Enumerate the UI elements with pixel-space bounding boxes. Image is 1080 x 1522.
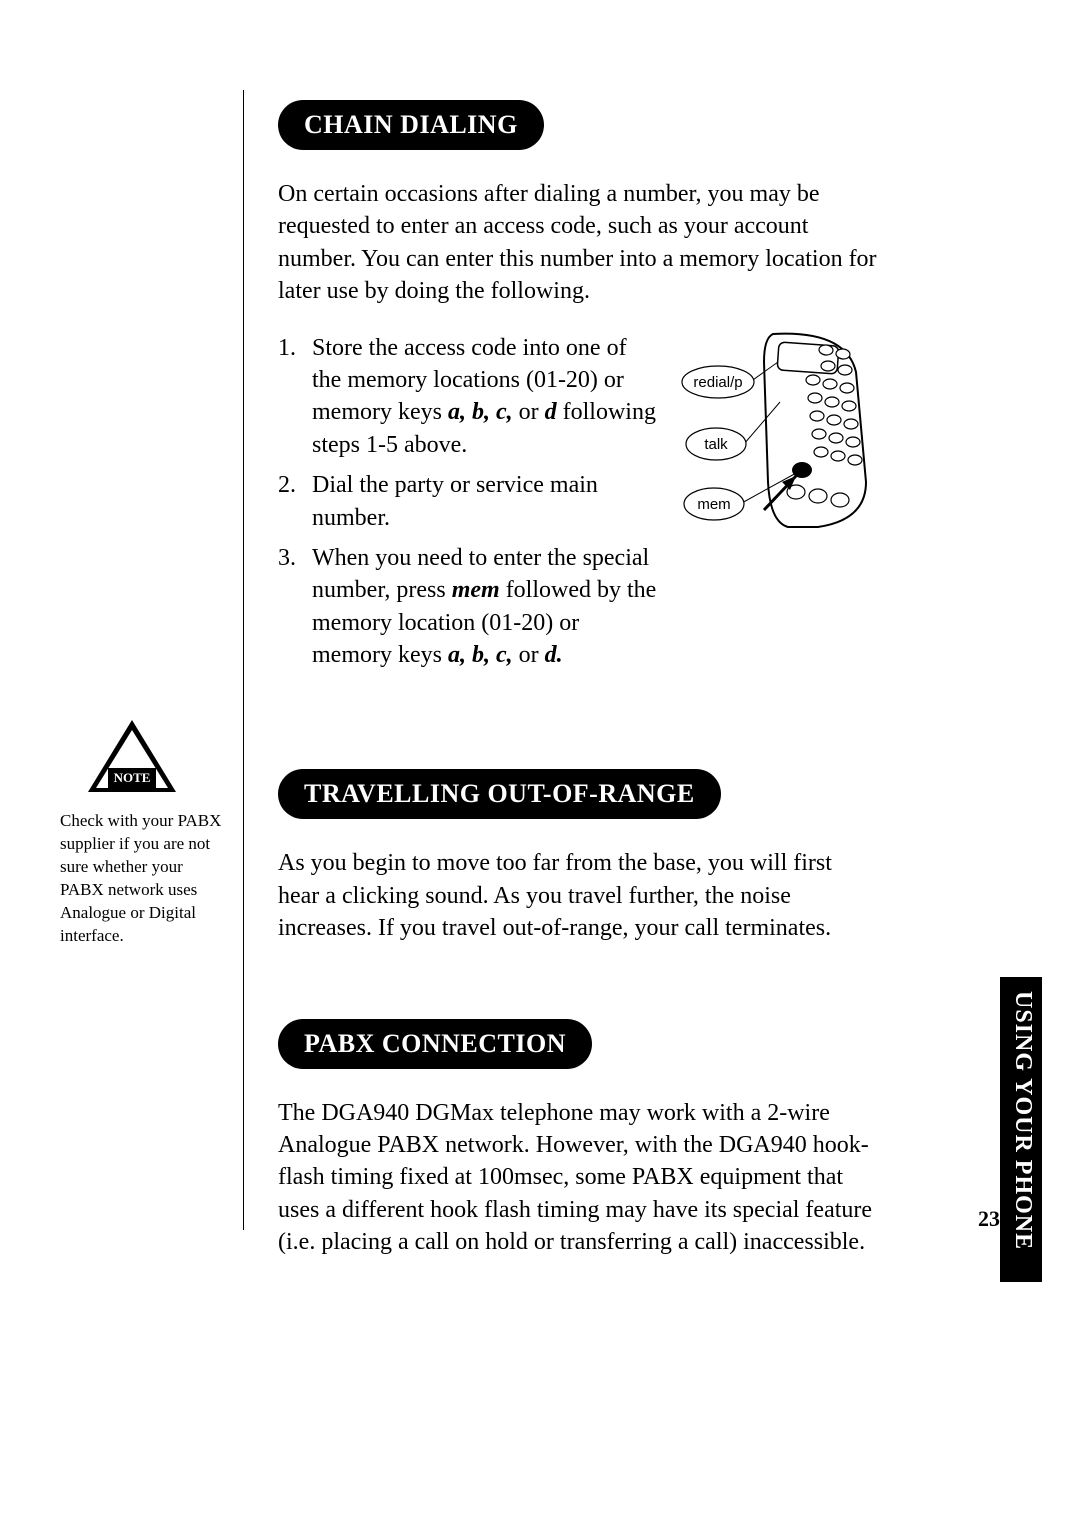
steps-list: 1. Store the access code into one of the… xyxy=(278,332,658,672)
note-triangle-icon: NOTE xyxy=(88,720,176,792)
step-number: 1. xyxy=(278,332,312,462)
heading-pabx: PABX CONNECTION xyxy=(278,1019,592,1069)
main-content: CHAIN DIALING On certain occasions after… xyxy=(278,100,878,1283)
chain-dialing-steps-row: 1. Store the access code into one of the… xyxy=(278,332,878,680)
out-of-range-body: As you begin to move too far from the ba… xyxy=(278,847,878,944)
side-tab: USING YOUR PHONE xyxy=(1000,977,1042,1282)
callout-talk: talk xyxy=(704,436,728,453)
step-text: Store the access code into one of the me… xyxy=(312,332,658,462)
heading-chain-dialing: CHAIN DIALING xyxy=(278,100,544,150)
page-number: 23 xyxy=(978,1206,1000,1232)
steps-column: 1. Store the access code into one of the… xyxy=(278,332,658,680)
phone-illustration: redial/p talk mem xyxy=(678,332,878,532)
heading-out-of-range: TRAVELLING OUT-OF-RANGE xyxy=(278,769,721,819)
side-tab-text: USING YOUR PHONE xyxy=(1009,991,1036,1250)
note-sidebar: NOTE Check with your PABX supplier if yo… xyxy=(60,720,230,948)
step-text: Dial the party or service main number. xyxy=(312,469,658,534)
step-item: 3. When you need to enter the special nu… xyxy=(278,542,658,672)
callout-redial: redial/p xyxy=(693,374,742,391)
step-number: 3. xyxy=(278,542,312,672)
manual-page: CHAIN DIALING On certain occasions after… xyxy=(0,0,1080,1522)
note-label: NOTE xyxy=(108,768,156,788)
pabx-body: The DGA940 DGMax telephone may work with… xyxy=(278,1097,878,1259)
step-item: 2. Dial the party or service main number… xyxy=(278,469,658,534)
vertical-divider xyxy=(243,90,244,1230)
callout-mem: mem xyxy=(697,496,730,513)
phone-svg: redial/p talk mem xyxy=(678,332,878,532)
step-item: 1. Store the access code into one of the… xyxy=(278,332,658,462)
step-text: When you need to enter the special numbe… xyxy=(312,542,658,672)
note-text: Check with your PABX supplier if you are… xyxy=(60,810,230,948)
step-number: 2. xyxy=(278,469,312,534)
chain-dialing-intro: On certain occasions after dialing a num… xyxy=(278,178,878,308)
